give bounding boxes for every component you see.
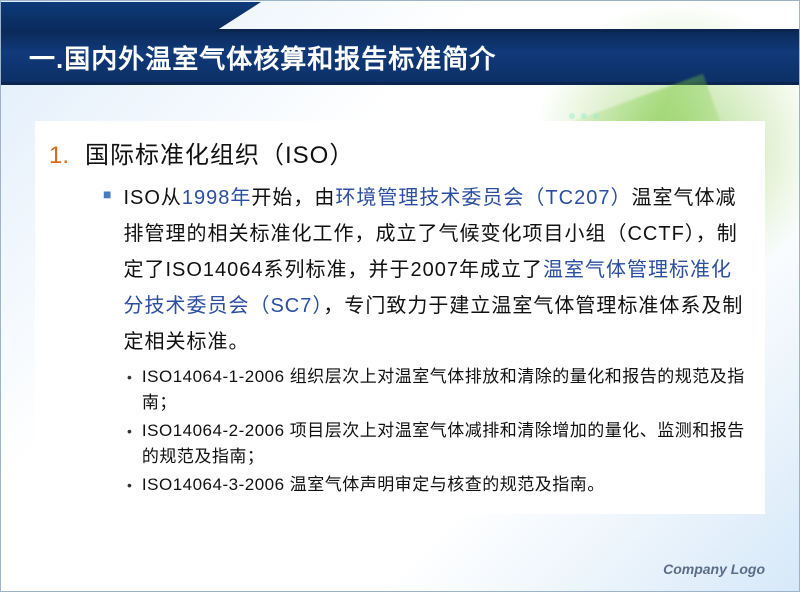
section-number: 1. <box>49 142 71 170</box>
sub-item-row: • ISO14064-3-2006 温室气体声明审定与核查的规范及指南。 <box>127 472 747 498</box>
sub-item-text: ISO14064-3-2006 温室气体声明审定与核查的规范及指南。 <box>142 472 605 498</box>
paragraph-text-span: 开始，由 <box>251 187 335 209</box>
section-heading-row: 1. 国际标准化组织（ISO） <box>49 135 747 170</box>
paragraph-text-span: ISO从 <box>123 187 181 209</box>
square-bullet-icon: ■ <box>103 180 111 360</box>
paragraph-row: ■ ISO从1998年开始，由环境管理技术委员会（TC207）温室气体减排管理的… <box>49 180 747 360</box>
sub-item-text: ISO14064-2-2006 项目层次上对温室气体减排和清除增加的量化、监测和… <box>142 418 747 470</box>
paragraph-body: ISO从1998年开始，由环境管理技术委员会（TC207）温室气体减排管理的相关… <box>123 180 747 360</box>
slide-title: 一.国内外温室气体核算和报告标准简介 <box>29 39 496 76</box>
sub-item-row: •ISO14064-2-2006 项目层次上对温室气体减排和清除增加的量化、监测… <box>127 418 747 470</box>
footer-logo-text: Company Logo <box>663 561 765 577</box>
title-bar: 一.国内外温室气体核算和报告标准简介 <box>1 29 799 85</box>
dot-bullet-icon: • <box>127 418 132 470</box>
dot-bullet-icon: • <box>127 472 132 498</box>
paragraph-link-span: 环境管理技术委员会（TC207） <box>335 187 631 209</box>
sub-item-text: ISO14064-1-2006 组织层次上对温室气体排放和清除的量化和报告的规范… <box>142 364 747 416</box>
slide: 一.国内外温室气体核算和报告标准简介 1. 国际标准化组织（ISO） ■ ISO… <box>0 0 800 592</box>
water-drops-decoration <box>569 113 599 119</box>
paragraph-link-span: 1998年 <box>182 187 252 209</box>
content-panel: 1. 国际标准化组织（ISO） ■ ISO从1998年开始，由环境管理技术委员会… <box>35 121 765 514</box>
dot-bullet-icon: • <box>127 364 132 416</box>
sub-item-list: •ISO14064-1-2006 组织层次上对温室气体排放和清除的量化和报告的规… <box>49 364 747 498</box>
sub-item-row: •ISO14064-1-2006 组织层次上对温室气体排放和清除的量化和报告的规… <box>127 364 747 416</box>
section-heading: 国际标准化组织（ISO） <box>85 135 354 170</box>
